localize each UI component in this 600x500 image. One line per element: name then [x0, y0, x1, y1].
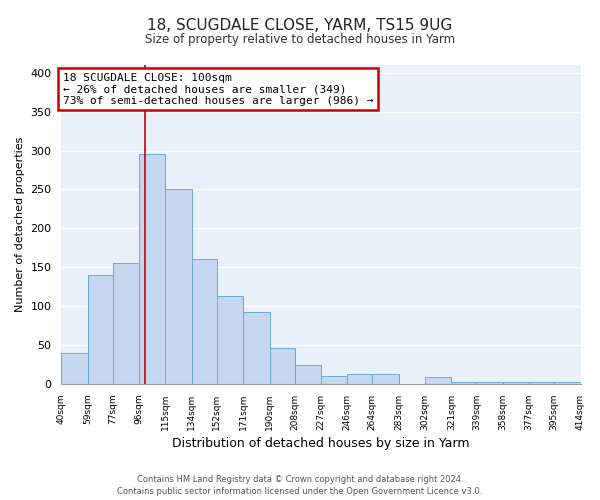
Bar	[217, 296, 243, 384]
Bar	[113, 264, 139, 384]
Bar	[61, 353, 88, 384]
X-axis label: Distribution of detached houses by size in Yarm: Distribution of detached houses by size …	[172, 437, 470, 450]
Bar	[529, 382, 554, 384]
Bar	[88, 275, 113, 384]
Bar	[554, 382, 581, 384]
Text: Contains public sector information licensed under the Open Government Licence v3: Contains public sector information licen…	[118, 486, 482, 496]
Bar	[476, 382, 503, 384]
Bar	[321, 376, 347, 384]
Bar	[269, 348, 295, 384]
Bar	[295, 364, 321, 384]
Bar	[192, 260, 217, 384]
Text: Size of property relative to detached houses in Yarm: Size of property relative to detached ho…	[145, 32, 455, 46]
Bar	[373, 374, 398, 384]
Bar	[503, 382, 529, 384]
Bar	[139, 154, 166, 384]
Bar	[451, 382, 476, 384]
Y-axis label: Number of detached properties: Number of detached properties	[15, 137, 25, 312]
Bar	[425, 377, 451, 384]
Bar	[347, 374, 373, 384]
Text: Contains HM Land Registry data © Crown copyright and database right 2024.: Contains HM Land Registry data © Crown c…	[137, 476, 463, 484]
Text: 18 SCUGDALE CLOSE: 100sqm
← 26% of detached houses are smaller (349)
73% of semi: 18 SCUGDALE CLOSE: 100sqm ← 26% of detac…	[63, 73, 373, 106]
Text: 18, SCUGDALE CLOSE, YARM, TS15 9UG: 18, SCUGDALE CLOSE, YARM, TS15 9UG	[148, 18, 452, 32]
Bar	[166, 190, 192, 384]
Bar	[243, 312, 269, 384]
